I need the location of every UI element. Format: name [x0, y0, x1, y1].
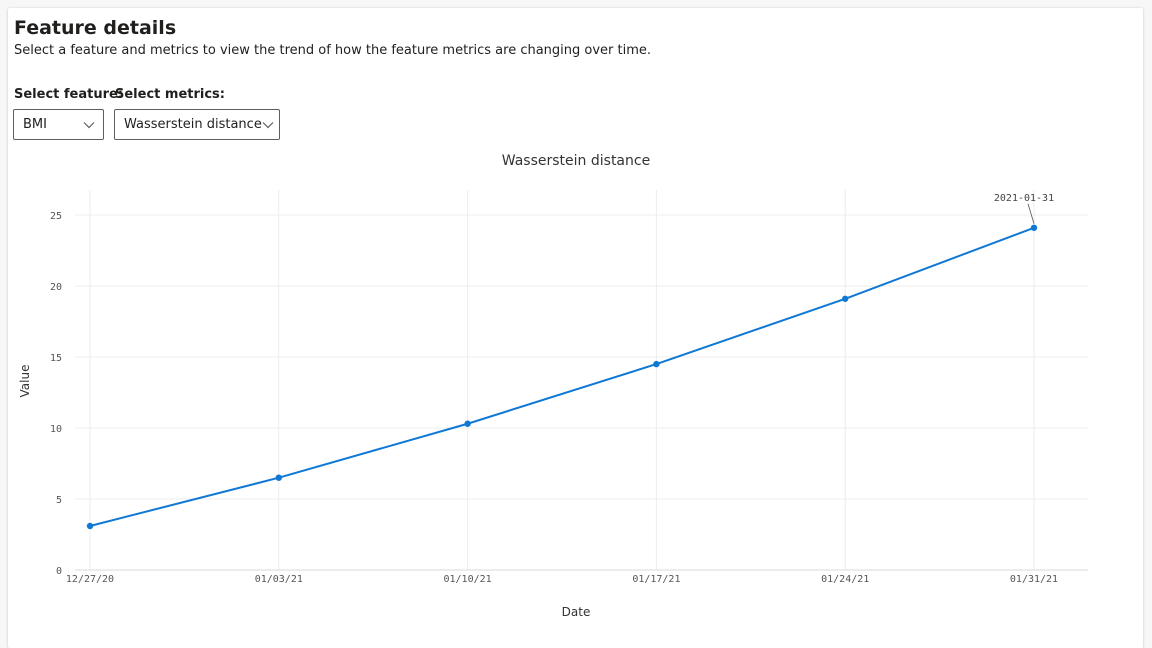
page-title: Feature details — [14, 17, 177, 39]
chevron-down-icon — [83, 121, 95, 128]
data-point — [86, 522, 94, 530]
y-axis-label: Value — [18, 365, 32, 398]
page-subtitle: Select a feature and metrics to view the… — [14, 43, 652, 58]
x-tick-label: 01/10/21 — [444, 574, 492, 585]
y-tick-label: 20 — [50, 282, 62, 293]
feature-dropdown-value: BMI — [23, 117, 47, 132]
data-point — [275, 474, 282, 481]
annotation-label: 2021-01-31 — [994, 193, 1054, 204]
select-feature-label: Select feature: — [14, 87, 124, 102]
chevron-down-icon — [262, 121, 274, 128]
y-tick-label: 10 — [50, 424, 62, 435]
x-axis-label: Date — [562, 605, 591, 619]
x-tick-label: 12/27/20 — [66, 574, 114, 585]
x-tick-label: 01/03/21 — [255, 574, 303, 585]
metrics-dropdown[interactable]: Wasserstein distance — [114, 109, 280, 140]
metrics-dropdown-value: Wasserstein distance — [124, 117, 262, 132]
y-tick-label: 15 — [50, 353, 62, 364]
x-tick-label: 01/24/21 — [821, 574, 869, 585]
feature-dropdown[interactable]: BMI — [13, 109, 104, 140]
data-point — [842, 295, 849, 302]
y-tick-label: 25 — [50, 211, 62, 222]
x-tick-label: 01/31/21 — [1010, 574, 1058, 585]
x-tick-label: 01/17/21 — [632, 574, 680, 585]
data-point — [1030, 224, 1038, 231]
annotation-leader-line — [1027, 203, 1035, 224]
data-point — [464, 420, 471, 427]
select-metrics-label: Select metrics: — [115, 87, 225, 102]
series-line — [89, 226, 1035, 527]
y-tick-label: 0 — [56, 566, 62, 577]
data-point — [653, 360, 660, 368]
y-tick-label: 5 — [56, 495, 62, 506]
chart-title: Wasserstein distance — [502, 153, 650, 169]
trend-chart: Wasserstein distance Date Value 0 5 10 15 20… — [18, 153, 1088, 619]
